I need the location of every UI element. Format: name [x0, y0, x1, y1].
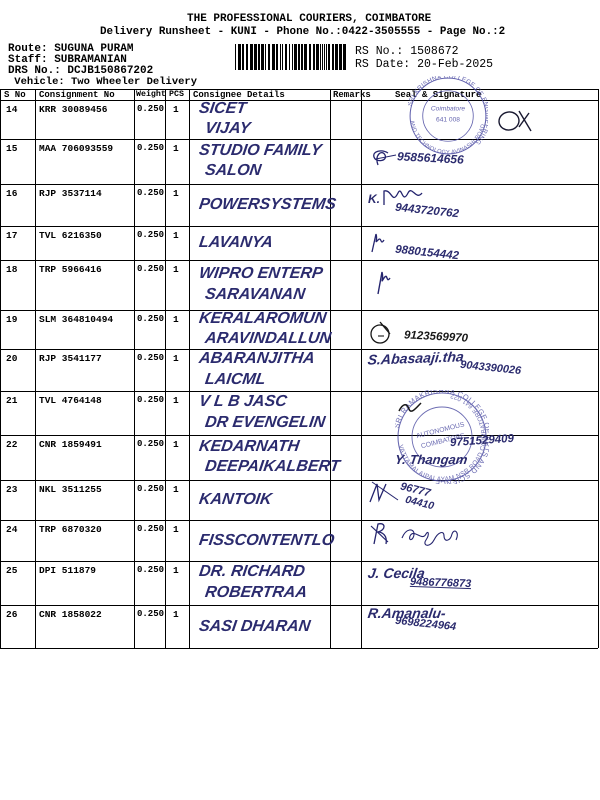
svg-text:641 008: 641 008 — [436, 116, 460, 123]
svg-text:Coimbatore: Coimbatore — [431, 106, 466, 113]
